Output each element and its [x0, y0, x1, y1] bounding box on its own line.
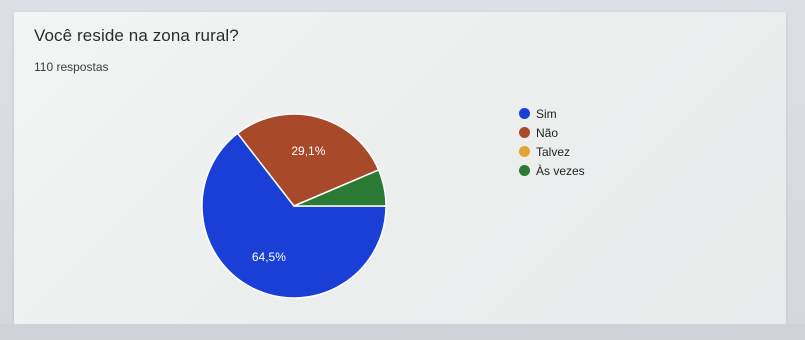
- pie-slice-as-vezes[interactable]: [293, 169, 387, 207]
- legend-item-talvez[interactable]: Talvez: [519, 142, 585, 161]
- legend-item-nao[interactable]: Não: [519, 123, 585, 142]
- pie-label-sim: 64,5%: [252, 250, 286, 264]
- question-title: Você reside na zona rural?: [34, 26, 239, 45]
- pie-chart: 64,5% 29,1%: [201, 113, 387, 299]
- pie-slice-nao[interactable]: [236, 113, 380, 207]
- bottom-strip: [0, 324, 805, 340]
- legend-label-sim: Sim: [536, 106, 557, 121]
- legend-label-talvez: Talvez: [536, 144, 571, 159]
- question-card: Você reside na zona rural? 110 respostas…: [14, 12, 786, 324]
- pie-label-nao: 29,1%: [291, 144, 325, 158]
- legend-item-as-vezes[interactable]: Às vezes: [519, 161, 585, 180]
- legend-swatch-nao: [519, 127, 530, 138]
- legend-swatch-as-vezes: [519, 165, 530, 176]
- response-count: 110 respostas: [34, 60, 109, 74]
- pie-chart-area: 64,5% 29,1%: [14, 12, 786, 324]
- legend-item-sim[interactable]: Sim: [519, 104, 585, 123]
- legend-swatch-talvez: [519, 146, 530, 157]
- legend-label-nao: Não: [536, 125, 559, 140]
- legend-label-as-vezes: Às vezes: [536, 163, 585, 178]
- pie-slice-sim[interactable]: [201, 132, 387, 299]
- legend-swatch-sim: [519, 108, 530, 119]
- chart-legend: Sim Não Talvez Às vezes: [519, 104, 585, 180]
